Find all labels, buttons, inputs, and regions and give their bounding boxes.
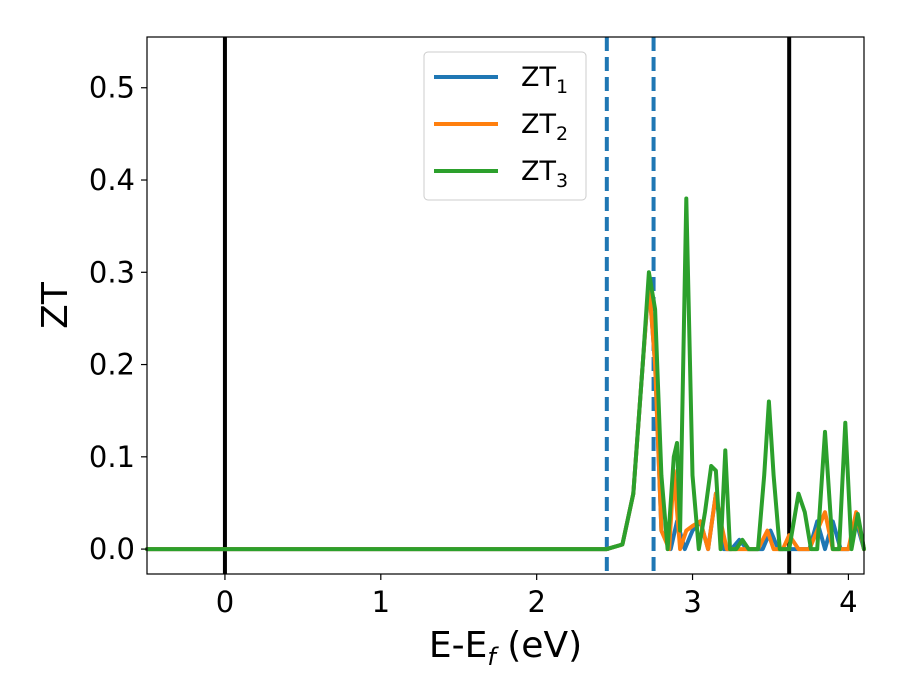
x-axis-label-unit: (eV) (496, 625, 582, 666)
x-tick-label: 4 (839, 585, 857, 619)
x-axis-label-main: E-E (429, 625, 487, 666)
legend-entry-zt3: ZT3 (434, 156, 568, 192)
series-layer (145, 196, 866, 552)
legend-box (423, 51, 587, 201)
legend-label-zt1: ZT1 (521, 62, 568, 98)
y-tick-label: 0.1 (89, 440, 135, 474)
x-axis-ticks: 0 1 2 3 4 (216, 574, 858, 619)
legend: ZT1 ZT2 ZT3 (423, 51, 587, 201)
x-tick-label: 2 (527, 585, 545, 619)
legend-label-zt1-main: ZT (521, 62, 556, 93)
series-line-zt3 (145, 196, 866, 552)
x-axis-label: E-Ef (eV) (429, 625, 582, 671)
legend-label-zt3: ZT3 (521, 156, 568, 192)
y-tick-label: 0.5 (89, 71, 135, 105)
legend-entry-zt1: ZT1 (434, 62, 568, 98)
plot-frame (146, 36, 865, 575)
legend-entry-zt2: ZT2 (434, 109, 568, 145)
x-tick-label: 1 (372, 585, 390, 619)
legend-label-zt2-sub: 2 (556, 123, 568, 145)
series-line-zt2 (145, 279, 866, 552)
y-axis-ticks: 0.0 0.1 0.2 0.3 0.4 0.5 (89, 71, 147, 566)
y-axis-label: ZT (35, 281, 76, 329)
legend-label-zt1-sub: 1 (556, 76, 568, 98)
x-tick-label: 0 (216, 585, 234, 619)
y-tick-label: 0.3 (89, 255, 135, 289)
y-tick-label: 0.2 (89, 348, 135, 382)
legend-label-zt2-main: ZT (521, 109, 556, 140)
legend-label-zt3-sub: 3 (556, 170, 568, 192)
y-tick-label: 0.0 (89, 532, 135, 566)
legend-label-zt3-main: ZT (521, 156, 556, 187)
y-tick-label: 0.4 (89, 163, 135, 197)
legend-label-zt2: ZT2 (521, 109, 568, 145)
x-tick-label: 3 (683, 585, 701, 619)
